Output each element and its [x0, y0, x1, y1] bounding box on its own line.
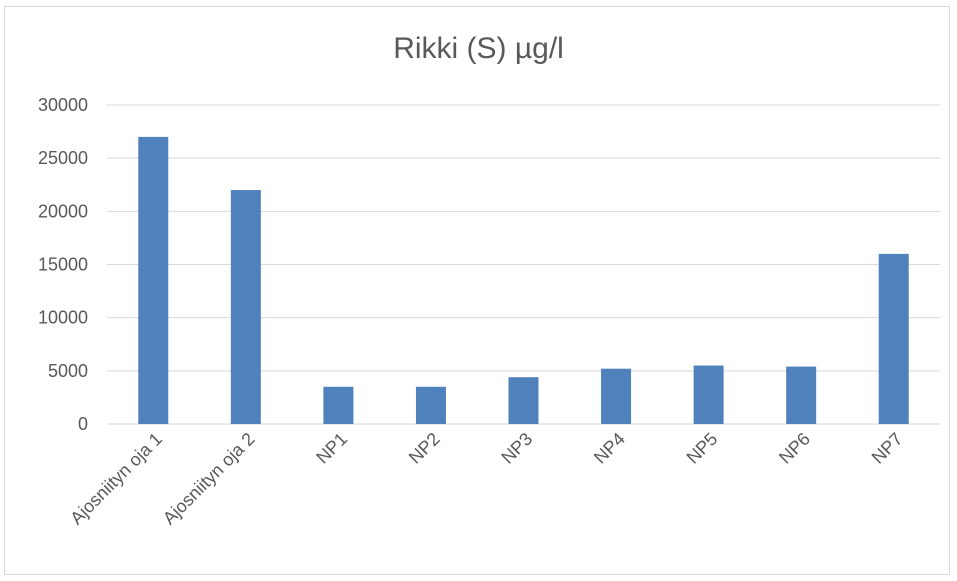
x-tick-label: NP5 — [683, 429, 722, 468]
bar-np6 — [786, 366, 817, 424]
y-tick-label: 0 — [78, 414, 88, 434]
x-tick-label: NP2 — [405, 429, 444, 468]
chart-title: Rikki (S) µg/l — [393, 32, 564, 65]
bar-np7 — [878, 253, 909, 424]
bar-np1 — [323, 386, 354, 424]
x-tick-label: NP1 — [312, 429, 351, 468]
y-axis-tick-labels: 0 5000 10000 15000 20000 25000 30000 — [38, 95, 88, 434]
y-tick-label: 30000 — [38, 95, 88, 115]
x-tick-label: NP3 — [497, 429, 536, 468]
x-tick-label: NP6 — [775, 429, 814, 468]
bar-np2 — [415, 386, 446, 424]
y-tick-label: 10000 — [38, 308, 88, 328]
bar-np4 — [601, 368, 632, 424]
bar-ajosniityn-oja-2 — [230, 190, 261, 424]
bar-ajosniityn-oja-1 — [138, 136, 169, 424]
y-tick-label: 5000 — [48, 361, 88, 381]
x-tick-label: Ajosniityn oja 1 — [66, 429, 166, 529]
bar-np3 — [508, 377, 539, 424]
y-tick-label: 20000 — [38, 201, 88, 221]
x-tick-label: NP4 — [590, 429, 629, 468]
bar-np5 — [693, 365, 724, 424]
x-tick-label: NP7 — [868, 429, 907, 468]
y-tick-label: 25000 — [38, 148, 88, 168]
bars — [138, 136, 909, 424]
y-tick-label: 15000 — [38, 255, 88, 275]
x-tick-label: Ajosniityn oja 2 — [159, 429, 259, 529]
